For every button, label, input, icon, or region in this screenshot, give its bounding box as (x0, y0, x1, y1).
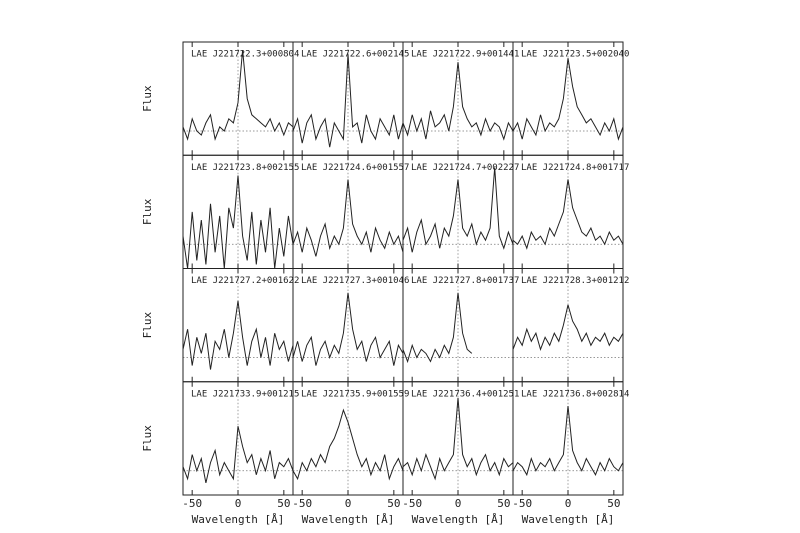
panel-title: LAE J221724.7+002227 (411, 163, 519, 173)
spectrum (512, 179, 624, 250)
spectrum (182, 426, 294, 484)
panel: -50 0 50 LAE J221735.9+001559 Wavelength [Å] (292, 381, 409, 526)
spectrum (182, 50, 294, 141)
panel: LAE J221723.5+002040 (512, 41, 629, 156)
panel-title: LAE J221722.6+002145 (301, 50, 409, 60)
panel-title: LAE J221733.9+001215 (191, 389, 299, 399)
spectrum (512, 304, 624, 351)
x-axis-label: Wavelength [Å] (192, 513, 285, 526)
x-tick-label: 50 (607, 497, 620, 510)
x-tick-label: 0 (345, 497, 352, 510)
x-tick-label: 0 (235, 497, 242, 510)
panel-title: LAE J221724.6+001557 (301, 163, 409, 173)
x-tick-label: 0 (455, 497, 462, 510)
panel: LAE J221727.8+001737 (402, 268, 519, 383)
y-axis-label: Flux (141, 85, 154, 112)
panel: LAE J221722.9+001441 (402, 41, 519, 156)
x-tick-label: -50 (182, 497, 202, 510)
spectrum (402, 397, 514, 481)
panel: LAE J221727.2+001622 Flux (141, 268, 299, 383)
panel-title: LAE J221724.8+001717 (521, 163, 629, 173)
spectrum (292, 292, 404, 366)
spectrum (402, 167, 514, 253)
panel: -50 0 50 LAE J221736.8+002814 Wavelength [Å] (512, 381, 629, 526)
spectrum (292, 408, 404, 481)
spectrum (402, 62, 514, 141)
x-axis-label: Wavelength [Å] (412, 513, 505, 526)
panel-title: LAE J221722.3+000804 (191, 50, 299, 60)
panel: LAE J221728.3+001212 (512, 268, 629, 383)
panel-title: LAE J221727.2+001622 (191, 276, 299, 286)
spectrum (292, 179, 404, 257)
x-axis-label: Wavelength [Å] (522, 513, 615, 526)
x-axis-label: Wavelength [Å] (302, 513, 395, 526)
panel-title: LAE J221723.5+002040 (521, 50, 629, 60)
y-axis-label: Flux (141, 425, 154, 452)
panel-title: LAE J221735.9+001559 (301, 389, 409, 399)
x-tick-label: 50 (277, 497, 290, 510)
spectrum (292, 54, 404, 148)
panel: LAE J221722.6+002145 (292, 41, 409, 156)
x-tick-label: -50 (512, 497, 532, 510)
spectrum (512, 58, 624, 141)
y-axis-label: Flux (141, 312, 154, 339)
panel: LAE J221724.8+001717 (512, 154, 629, 269)
panel-title: LAE J221727.3+001046 (301, 276, 409, 286)
panel: LAE J221727.3+001046 (292, 268, 409, 383)
y-axis-label: Flux (141, 198, 154, 225)
panel-title: LAE J221736.4+001251 (411, 389, 519, 399)
spectrum (182, 300, 294, 370)
x-tick-label: -50 (292, 497, 312, 510)
panel-title: LAE J221728.3+001212 (521, 276, 629, 286)
panel: LAE J221724.6+001557 (292, 154, 409, 269)
panel: LAE J221723.8+002155 Flux (141, 154, 299, 269)
x-tick-label: -50 (402, 497, 422, 510)
spectrum (402, 292, 473, 364)
panel: -50 0 50 LAE J221733.9+001215 Flux Wavelength… (141, 381, 299, 526)
spectrum (512, 405, 624, 477)
panel: -50 0 50 LAE J221736.4+001251 Wavelength [Å] (402, 381, 519, 526)
x-tick-label: 50 (497, 497, 510, 510)
panel-title: LAE J221736.8+002814 (521, 389, 629, 399)
panel: LAE J221724.7+002227 (402, 154, 519, 269)
x-tick-label: 0 (565, 497, 572, 510)
panel-title: LAE J221722.9+001441 (411, 50, 519, 60)
x-tick-label: 50 (387, 497, 400, 510)
panel: LAE J221722.3+000804 Flux (141, 41, 299, 156)
panel-title: LAE J221727.8+001737 (411, 276, 519, 286)
panel-title: LAE J221723.8+002155 (191, 163, 299, 173)
